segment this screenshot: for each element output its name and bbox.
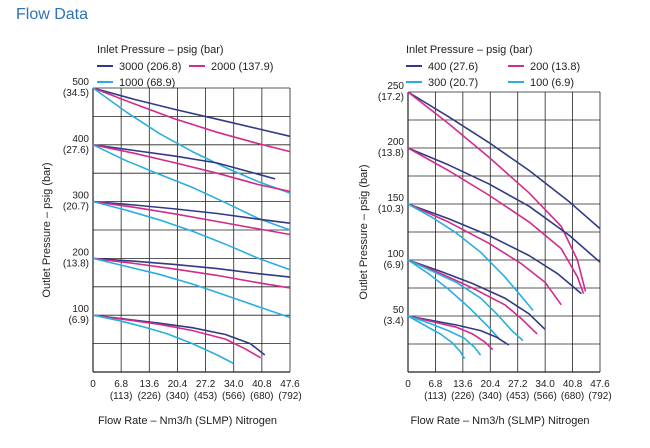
y-tick-label: 200 [387, 137, 404, 148]
legend-entry: 1000 (68.9) [119, 77, 175, 89]
y-tick-label: 300 [72, 191, 89, 202]
x-tick-label-secondary: (340) [166, 391, 189, 402]
x-tick-label: 6.8 [428, 379, 442, 390]
series-line [92, 257, 291, 278]
x-tick-label-secondary: (453) [506, 391, 529, 402]
x-tick-label: 0 [90, 379, 96, 390]
y-tick-label-secondary: (6.9) [68, 315, 89, 326]
x-tick-label: 47.6 [590, 379, 610, 390]
x-tick-label: 47.6 [280, 379, 300, 390]
flow-chart-left: Inlet Pressure – psig (bar) 3000 (206.8) 2… [41, 44, 302, 427]
y-axis-title: Outlet Pressure – psig (bar) [41, 162, 53, 297]
x-tick-label-secondary: (566) [533, 391, 556, 402]
series-line [92, 87, 291, 153]
x-tick-label-secondary: (113) [424, 391, 447, 402]
series-line [92, 200, 291, 236]
x-tick-label-secondary: (453) [194, 391, 217, 402]
series-line [92, 314, 235, 365]
y-tick-label-secondary: (6.9) [383, 260, 404, 271]
x-tick-label-secondary: (226) [451, 391, 474, 402]
x-tick-label-secondary: (113) [110, 391, 133, 402]
flow-chart-right: Inlet Pressure – psig (bar) 400 (27.6) 200… [358, 44, 612, 427]
series-line [407, 259, 538, 335]
y-axis-title: Outlet Pressure – psig (bar) [358, 164, 370, 299]
series-line [92, 257, 291, 289]
legend-entry: 100 (6.9) [530, 77, 574, 89]
y-tick-label: 100 [72, 304, 89, 315]
legend-entry: 2000 (137.9) [211, 61, 273, 73]
y-tick-label: 500 [72, 77, 89, 88]
legend-entry: 3000 (206.8) [119, 61, 181, 73]
y-tick-label-secondary: (20.7) [63, 202, 89, 213]
series-line [407, 91, 587, 292]
y-tick-label: 250 [387, 81, 404, 92]
series-line [92, 200, 291, 224]
y-tick-label: 400 [72, 134, 89, 145]
y-tick-label: 50 [393, 305, 405, 316]
series-line [92, 314, 262, 359]
series-line [92, 87, 291, 194]
x-tick-label-secondary: (792) [278, 391, 301, 402]
y-tick-label-secondary: (27.6) [63, 145, 89, 156]
legend-entry: 400 (27.6) [428, 61, 478, 73]
x-tick-label: 34.0 [224, 379, 244, 390]
x-tick-label-secondary: (226) [138, 391, 161, 402]
series-line [92, 87, 291, 138]
series-line [407, 315, 494, 351]
x-tick-label: 13.6 [140, 379, 160, 390]
series-line [407, 203, 582, 295]
x-axis-title: Flow Rate – Nm3/h (SLMP) Nitrogen [98, 415, 277, 427]
x-tick-label-secondary: (680) [250, 391, 273, 402]
x-tick-label-secondary: (566) [222, 391, 245, 402]
legend-title: Inlet Pressure – psig (bar) [97, 44, 224, 56]
series-line [407, 91, 601, 230]
series-line [407, 259, 524, 342]
series-line [92, 144, 291, 193]
x-tick-label: 20.4 [168, 379, 188, 390]
legend-entry: 200 (13.8) [530, 61, 580, 73]
x-tick-label-secondary: (792) [588, 391, 611, 402]
series-line [407, 315, 482, 356]
y-tick-label: 200 [72, 247, 89, 258]
y-tick-label: 150 [387, 193, 404, 204]
series-line [92, 144, 276, 180]
y-tick-label: 100 [387, 249, 404, 260]
x-tick-label: 20.4 [481, 379, 501, 390]
series-line [407, 203, 562, 306]
series-line [92, 200, 291, 271]
y-tick-label-secondary: (34.5) [63, 88, 89, 99]
series-line [407, 315, 510, 346]
series-line [407, 259, 546, 330]
x-tick-label: 0 [405, 379, 411, 390]
series-line [407, 147, 585, 294]
x-axis-title: Flow Rate – Nm3/h (SLMP) Nitrogen [410, 415, 589, 427]
y-tick-label-secondary: (3.4) [383, 316, 404, 327]
series-line [407, 147, 601, 263]
x-tick-label: 40.8 [563, 379, 583, 390]
x-tick-label: 27.2 [196, 379, 216, 390]
x-tick-label-secondary: (340) [479, 391, 502, 402]
y-tick-label-secondary: (13.8) [63, 258, 89, 269]
x-tick-label-secondary: (680) [561, 391, 584, 402]
legend-title: Inlet Pressure – psig (bar) [406, 44, 533, 56]
series-line [92, 257, 291, 319]
x-tick-label: 13.6 [453, 379, 473, 390]
y-tick-label-secondary: (13.8) [378, 148, 404, 159]
y-tick-label-secondary: (17.2) [378, 92, 404, 103]
x-tick-label: 40.8 [252, 379, 272, 390]
series-line [407, 203, 534, 311]
series-line [407, 259, 500, 339]
legend-entry: 300 (20.7) [428, 77, 478, 89]
x-tick-label: 27.2 [508, 379, 528, 390]
x-tick-label: 6.8 [114, 379, 128, 390]
page-title: Flow Data [16, 6, 89, 23]
series-line [407, 315, 466, 360]
y-tick-label-secondary: (10.3) [378, 204, 404, 215]
x-tick-label: 34.0 [535, 379, 555, 390]
